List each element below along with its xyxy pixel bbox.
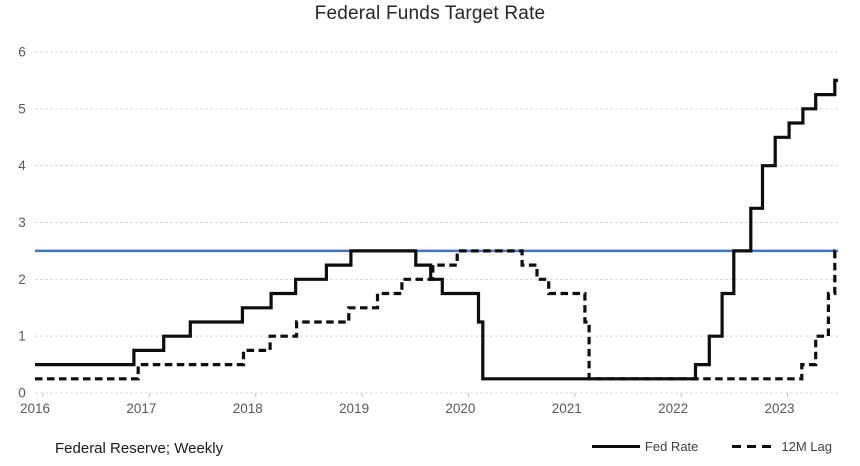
- y-axis-tick-label: 5: [18, 101, 26, 116]
- dashed-line-swatch-icon: [732, 444, 777, 449]
- y-axis-tick-label: 4: [18, 158, 26, 173]
- y-axis-tick-label: 3: [18, 215, 26, 230]
- x-axis-tick-label: 2017: [126, 401, 156, 416]
- chart-title: Federal Funds Target Rate: [314, 3, 546, 24]
- y-axis-tick-label: 2: [18, 272, 26, 287]
- solid-line-swatch-icon: [591, 444, 640, 449]
- x-axis-tick-label: 2022: [658, 401, 688, 416]
- series-line-fed-rate: [35, 78, 838, 381]
- legend-item-12m-lag: 12M Lag: [732, 439, 832, 454]
- x-axis-tick-label: 2018: [233, 401, 263, 416]
- series-line-12m-lag: [35, 249, 838, 381]
- y-axis-tick-label: 6: [18, 45, 26, 60]
- x-axis-tick-label: 2019: [339, 401, 369, 416]
- legend-label-fed-rate: Fed Rate: [644, 439, 699, 454]
- legend-label-12m-lag: 12M Lag: [781, 439, 832, 454]
- legend: Fed Rate 12M Lag: [591, 439, 832, 454]
- y-axis-tick-label: 1: [18, 329, 26, 344]
- x-axis-tick-label: 2023: [764, 401, 794, 416]
- x-axis-tick-label: 2020: [445, 401, 475, 416]
- legend-item-fed-rate: Fed Rate: [591, 439, 699, 454]
- y-axis-tick-label: 0: [18, 386, 26, 401]
- x-axis-tick-label: 2021: [552, 401, 582, 416]
- source-note: Federal Reserve; Weekly: [55, 440, 224, 457]
- x-axis-tick-label: 2016: [20, 401, 50, 416]
